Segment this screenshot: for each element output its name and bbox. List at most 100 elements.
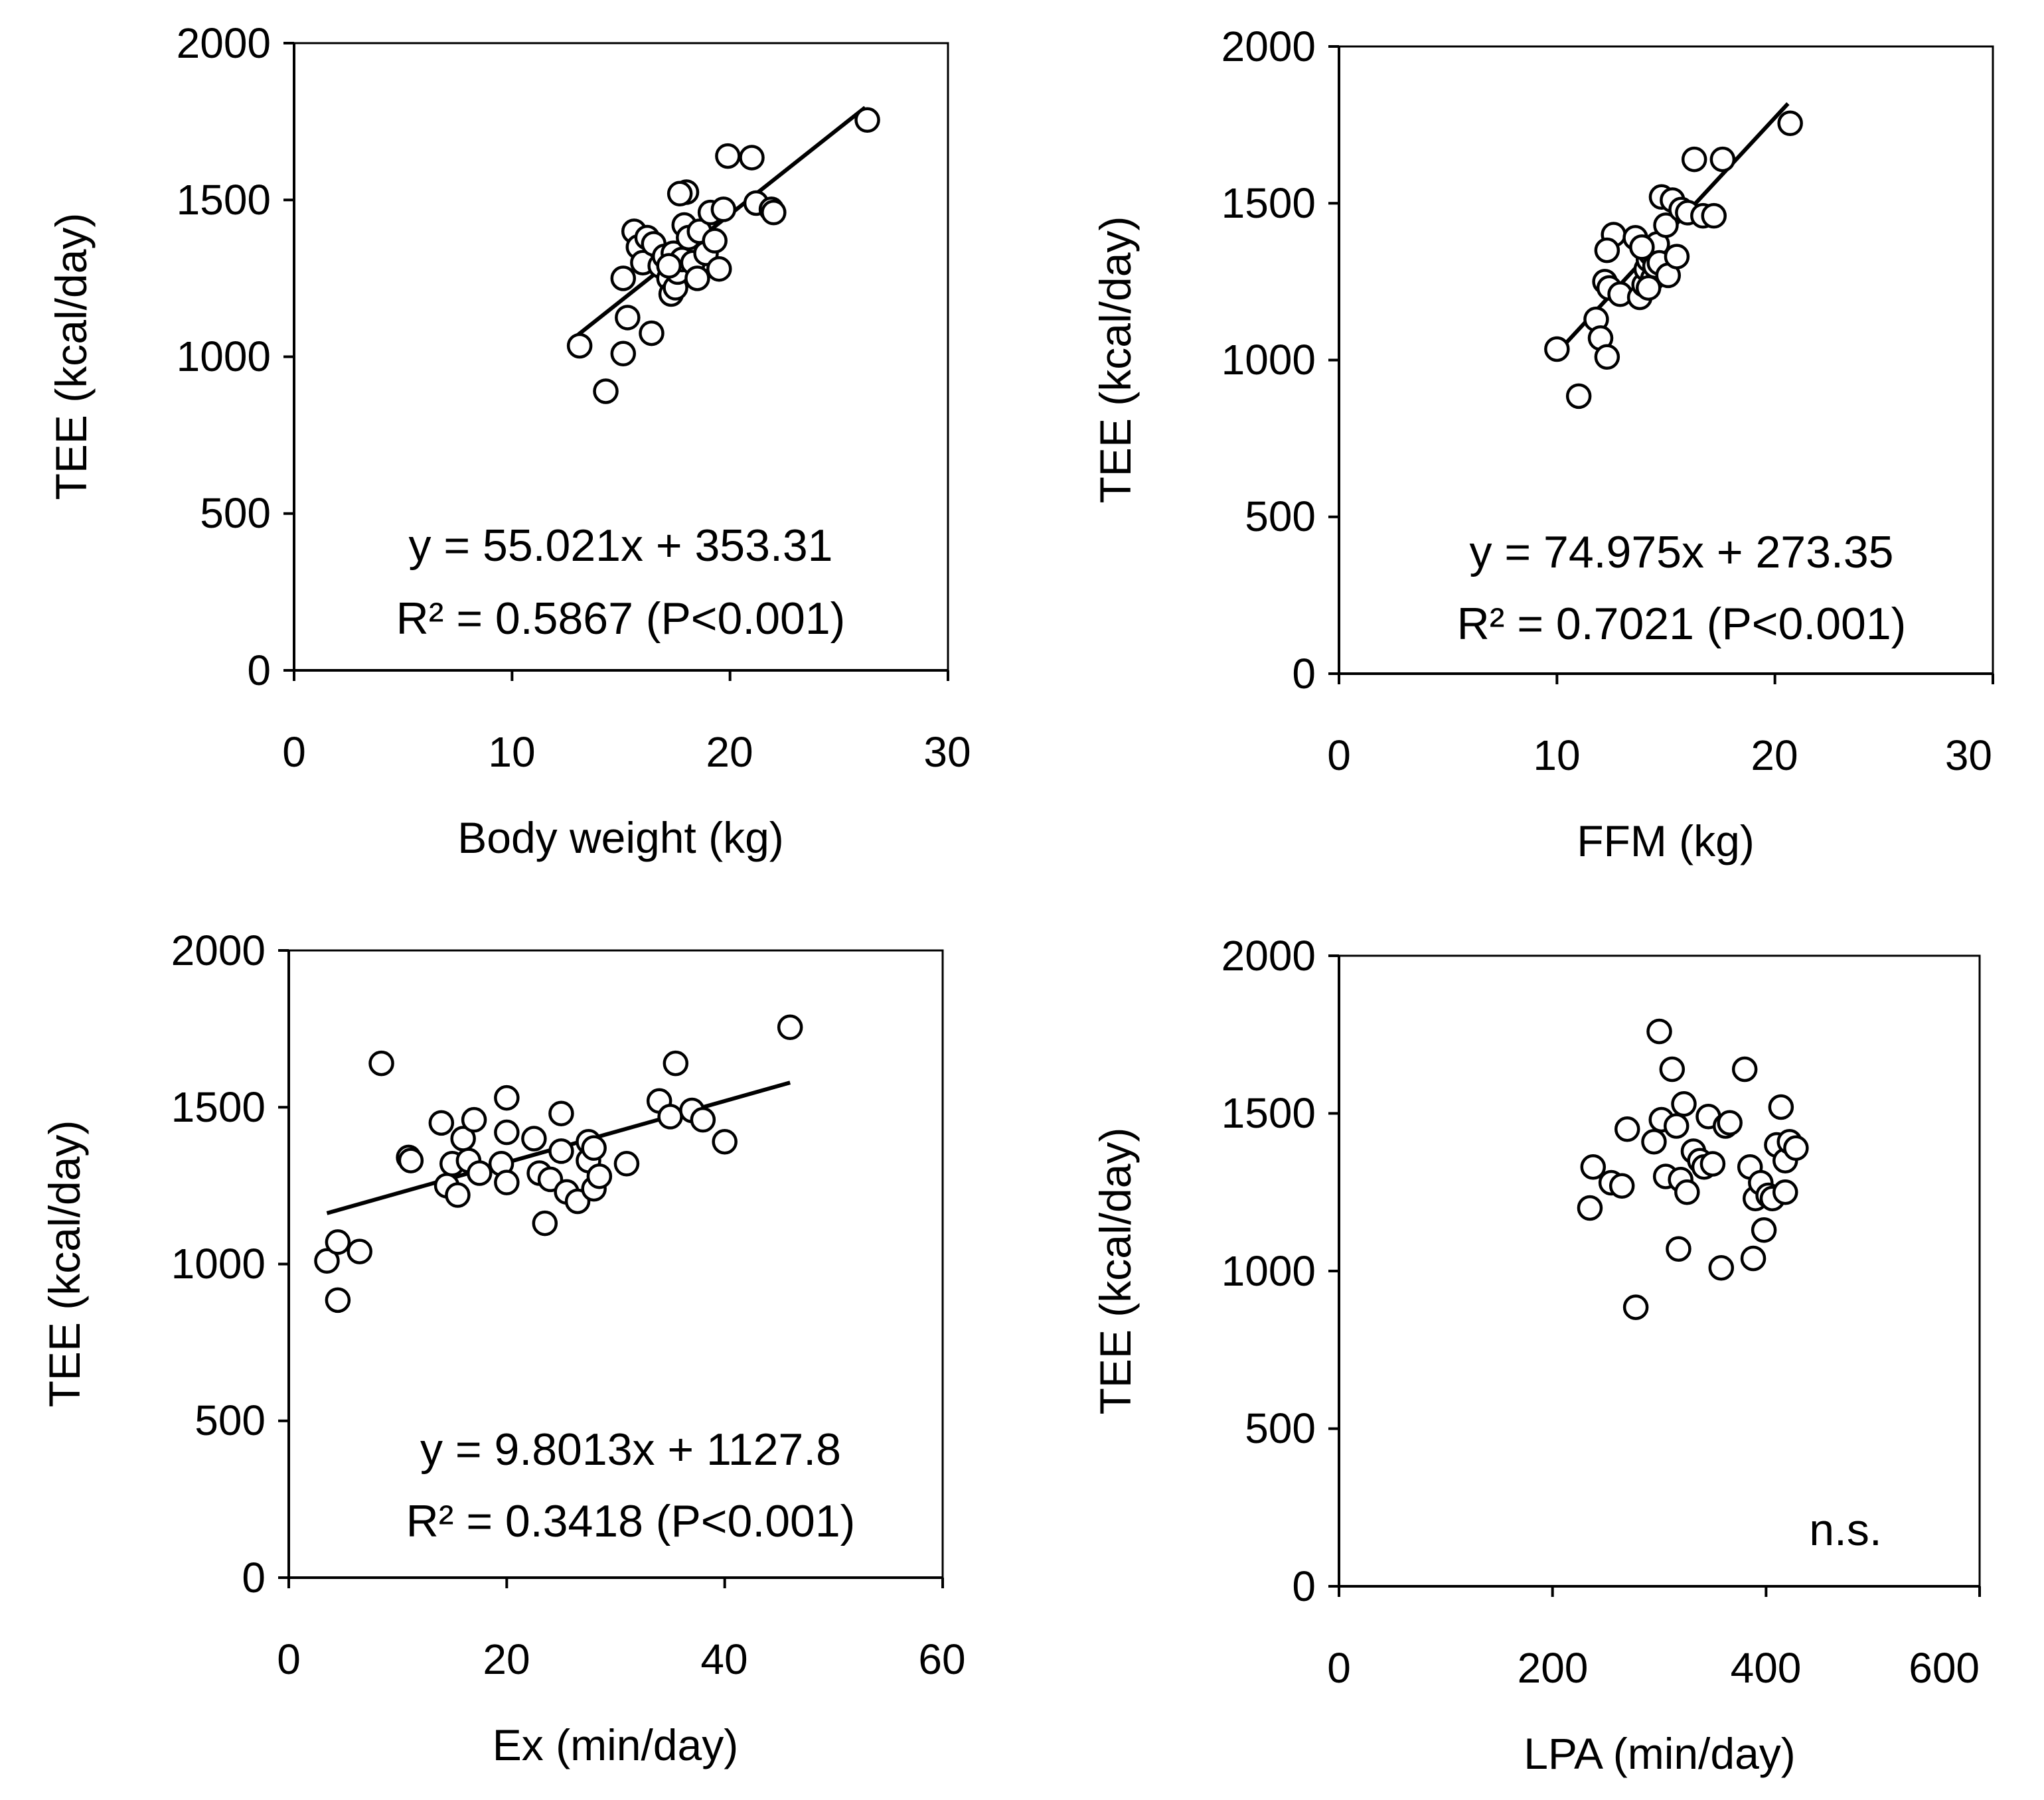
x-tick-labels: 0 10 20 30 xyxy=(1327,731,1992,779)
y-tick-label: 0 xyxy=(1292,1562,1316,1610)
data-point xyxy=(1646,1018,1672,1045)
x-axis-title: FFM (kg) xyxy=(1577,816,1755,865)
data-point xyxy=(639,320,665,346)
data-point xyxy=(739,145,765,171)
x-tick-label: 0 xyxy=(277,1635,301,1683)
data-point xyxy=(1641,1129,1667,1155)
data-point xyxy=(1772,1179,1798,1205)
y-tick-label: 2000 xyxy=(171,927,266,974)
data-point xyxy=(1614,1116,1640,1142)
x-tick-label: 60 xyxy=(918,1635,965,1683)
data-point xyxy=(1629,234,1655,260)
r-squared-label: R² = 0.5867 (P<0.001) xyxy=(396,593,846,644)
r-squared-label: R² = 0.3418 (P<0.001) xyxy=(406,1496,856,1546)
r-squared-label: R² = 0.7021 (P<0.001) xyxy=(1457,599,1907,649)
data-point xyxy=(586,1163,613,1189)
plot-area-frame xyxy=(1338,45,1994,675)
data-point xyxy=(615,305,641,331)
data-point xyxy=(1659,1056,1686,1083)
data-point xyxy=(566,333,593,359)
significance-note: n.s. xyxy=(1809,1505,1882,1555)
data-point xyxy=(1609,1173,1635,1199)
data-point xyxy=(656,253,682,279)
y-tick-label: 500 xyxy=(1245,492,1316,540)
x-tick-label: 20 xyxy=(1751,731,1798,779)
plot-area-frame xyxy=(1338,954,1981,1588)
y-tick-labels: 0 500 1000 1500 2000 xyxy=(177,19,271,694)
y-tick-label: 500 xyxy=(1245,1404,1316,1452)
data-point xyxy=(663,1050,689,1077)
regression-equation: y = 74.975x + 273.35 xyxy=(1470,527,1894,577)
data-point xyxy=(521,1126,547,1152)
data-point xyxy=(548,1100,574,1126)
data-point xyxy=(1701,202,1727,229)
x-tick-label: 20 xyxy=(706,728,753,776)
data-point xyxy=(657,1104,683,1130)
data-point xyxy=(494,1119,520,1146)
data-point xyxy=(1699,1151,1726,1177)
data-point xyxy=(761,199,787,226)
data-point xyxy=(1580,1154,1607,1180)
data-point xyxy=(706,256,732,282)
data-point xyxy=(710,196,737,222)
data-point xyxy=(548,1138,574,1164)
x-tick-label: 20 xyxy=(483,1635,530,1683)
data-point xyxy=(1635,275,1662,301)
data-point xyxy=(610,340,637,367)
y-tick-labels: 0 500 1000 1500 2000 xyxy=(1221,23,1316,698)
y-tick-label: 1000 xyxy=(177,333,271,380)
data-point xyxy=(1664,244,1690,269)
data-point xyxy=(1594,344,1620,370)
data-point xyxy=(1594,237,1620,263)
data-point xyxy=(368,1050,394,1077)
y-axis-title: TEE (kcal/day) xyxy=(1091,1128,1140,1415)
regression-equation: y = 9.8013x + 1127.8 xyxy=(420,1424,841,1475)
data-point xyxy=(1731,1056,1758,1083)
x-axis-title: Body weight (kg) xyxy=(457,813,784,862)
y-tick-label: 1000 xyxy=(1221,336,1316,384)
y-tick-label: 1500 xyxy=(177,176,271,224)
data-point xyxy=(1653,212,1679,238)
x-tick-label: 30 xyxy=(923,728,971,776)
data-point xyxy=(1708,1255,1735,1281)
data-point xyxy=(712,1128,738,1155)
data-point xyxy=(532,1210,558,1237)
y-axis-title: TEE (kcal/day) xyxy=(1091,216,1140,504)
data-point xyxy=(1783,1135,1809,1161)
data-point xyxy=(667,181,693,207)
data-point xyxy=(1768,1094,1794,1120)
y-tick-labels: 0 500 1000 1500 2000 xyxy=(1221,932,1316,1610)
data-point xyxy=(1681,146,1707,173)
data-point xyxy=(325,1287,351,1313)
y-tick-label: 2000 xyxy=(1221,932,1316,980)
data-point xyxy=(702,228,728,254)
x-tick-label: 400 xyxy=(1731,1644,1802,1692)
data-point xyxy=(690,1106,716,1133)
data-point xyxy=(1544,336,1570,362)
data-point xyxy=(467,1160,493,1186)
x-tick-labels: 0 200 400 600 xyxy=(1327,1644,1980,1692)
x-tick-label: 10 xyxy=(1533,731,1580,779)
data-point xyxy=(1717,1110,1743,1136)
x-tick-label: 0 xyxy=(282,728,306,776)
data-point xyxy=(1709,146,1736,173)
x-tick-label: 10 xyxy=(488,728,535,776)
x-tick-label: 40 xyxy=(700,1635,747,1683)
y-tick-label: 500 xyxy=(200,489,271,537)
data-point xyxy=(325,1229,351,1255)
panel-body-weight: 0 500 1000 1500 2000 0 10 20 30 Body wei… xyxy=(46,19,971,862)
y-tick-label: 1500 xyxy=(1221,1089,1316,1137)
x-axis-title: Ex (min/day) xyxy=(493,1720,738,1769)
data-point xyxy=(494,1169,520,1195)
data-point xyxy=(1740,1245,1767,1272)
x-axis-title: LPA (min/day) xyxy=(1524,1729,1796,1778)
y-tick-label: 2000 xyxy=(177,19,271,67)
x-tick-label: 200 xyxy=(1518,1644,1589,1692)
data-point xyxy=(593,378,619,404)
data-point xyxy=(581,1135,607,1161)
data-point xyxy=(461,1106,487,1133)
x-tick-labels: 0 10 20 30 xyxy=(282,728,971,776)
data-point xyxy=(1751,1217,1777,1243)
x-tick-label: 600 xyxy=(1909,1644,1980,1692)
